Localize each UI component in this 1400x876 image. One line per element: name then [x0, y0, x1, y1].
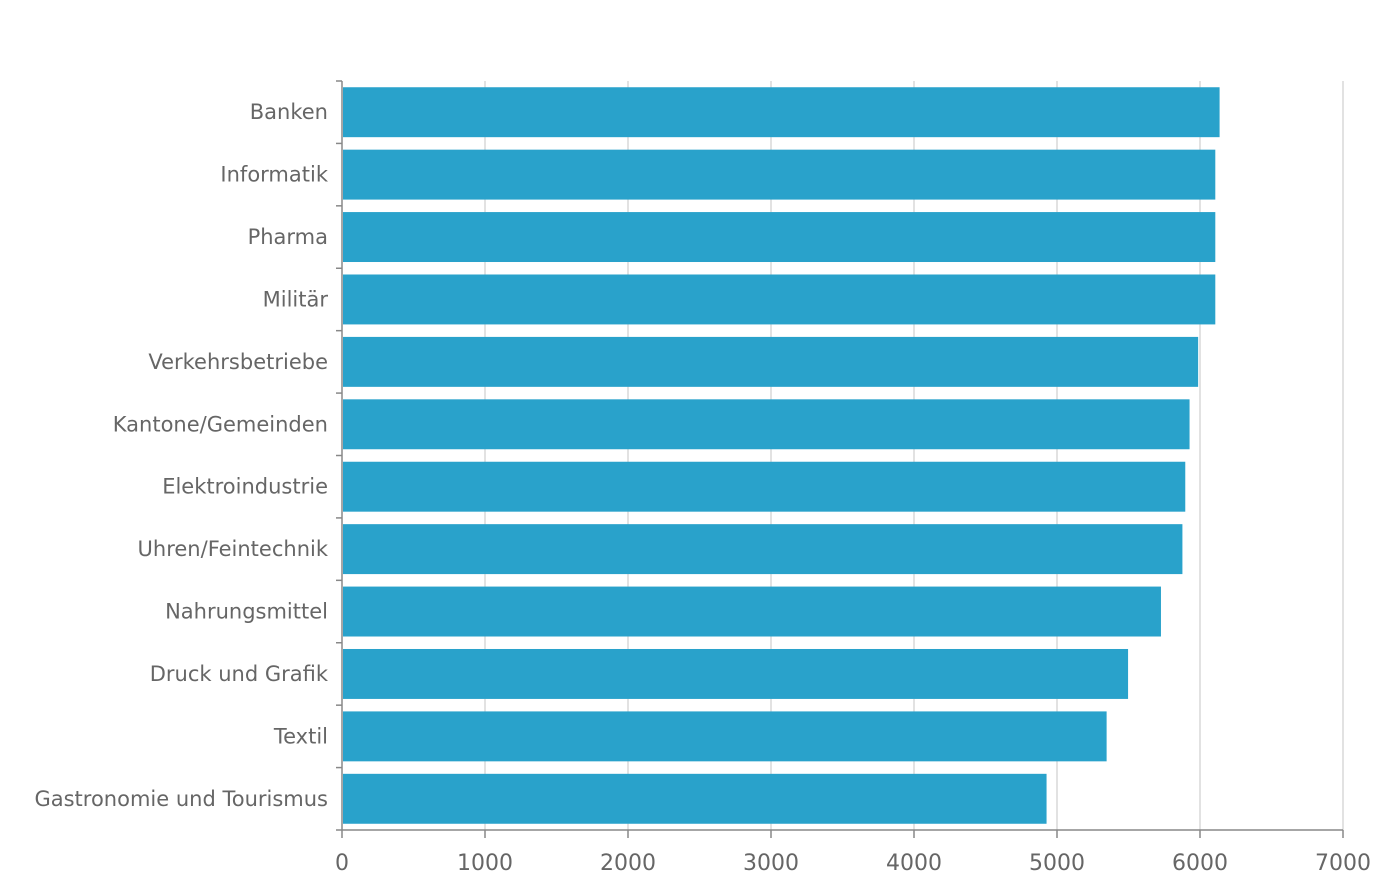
x-tick-labels: 0 1000 2000 3000 4000 5000 6000 7000	[335, 851, 1371, 876]
x-tick-label: 7000	[1315, 851, 1371, 876]
x-tick-label: 2000	[600, 851, 656, 876]
bar	[343, 586, 1161, 637]
bars	[343, 87, 1220, 824]
x-tick-label: 4000	[886, 851, 942, 876]
category-label: Militär	[263, 287, 329, 311]
x-tick-label: 3000	[743, 851, 799, 876]
category-label: Banken	[250, 100, 328, 124]
category-label: Verkehrsbetriebe	[148, 350, 328, 374]
category-label: Textil	[273, 724, 328, 748]
category-label: Kantone/Gemeinden	[113, 412, 328, 436]
category-label: Nahrungsmittel	[165, 600, 328, 624]
bar	[343, 274, 1216, 325]
x-tick-label: 0	[335, 851, 349, 876]
x-tick-label: 6000	[1172, 851, 1228, 876]
bar	[343, 773, 1047, 824]
bar	[343, 648, 1129, 699]
category-label: Informatik	[220, 163, 328, 187]
axes	[336, 80, 1344, 838]
bar	[343, 87, 1220, 138]
bar	[343, 461, 1186, 512]
bar	[343, 524, 1183, 575]
category-label: Elektroindustrie	[162, 475, 328, 499]
bar	[343, 711, 1107, 762]
category-labels: Banken Informatik Pharma Militär Verkehrsbet…	[34, 100, 328, 811]
bar	[343, 336, 1199, 387]
bar	[343, 399, 1190, 450]
category-label: Pharma	[248, 225, 328, 249]
category-label: Uhren/Feintechnik	[138, 537, 329, 561]
category-label: Gastronomie und Tourismus	[34, 787, 328, 811]
bar	[343, 212, 1216, 263]
x-tick-label: 1000	[457, 851, 513, 876]
category-label: Druck und Grafik	[150, 662, 329, 686]
grid-lines	[484, 81, 1344, 830]
bar	[343, 149, 1216, 200]
x-tick-label: 5000	[1029, 851, 1085, 876]
